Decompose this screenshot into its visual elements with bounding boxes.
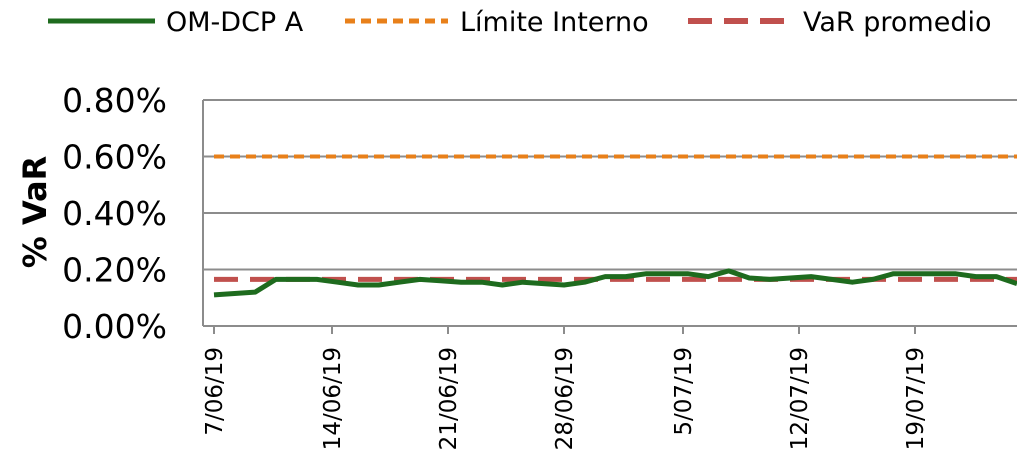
x-tick-label: 14/06/19 bbox=[320, 347, 346, 450]
y-tick-label: 0.20% bbox=[62, 251, 167, 290]
gridlines bbox=[203, 99, 1017, 271]
x-tick-label: 12/07/19 bbox=[787, 347, 813, 450]
x-tick-label: 5/07/19 bbox=[671, 347, 697, 436]
series-line-om-dcp-a bbox=[213, 268, 1017, 298]
y-tick-labels: 0.00% 0.20% 0.40% 0.60% 0.80% bbox=[62, 81, 167, 346]
legend-label: VaR promedio bbox=[803, 7, 992, 38]
y-tick-label: 0.80% bbox=[62, 81, 167, 120]
legend-label: Límite Interno bbox=[460, 7, 649, 38]
y-axis-label: % VaR bbox=[16, 156, 54, 268]
legend-label: OM-DCP A bbox=[166, 7, 304, 38]
x-tick-label: 7/06/19 bbox=[202, 347, 228, 436]
x-tick-labels: 7/06/19 14/06/19 21/06/19 28/06/19 5/07/19 12… bbox=[202, 326, 929, 450]
x-tick-label: 19/07/19 bbox=[903, 347, 929, 450]
y-tick-label: 0.00% bbox=[62, 307, 167, 346]
x-tick-label: 28/06/19 bbox=[552, 347, 578, 450]
series-lines bbox=[213, 154, 1017, 298]
axes bbox=[202, 100, 1017, 327]
legend: OM-DCP A Límite Interno VaR promedio bbox=[48, 7, 992, 38]
y-tick-label: 0.40% bbox=[62, 194, 167, 233]
x-tick-label: 21/06/19 bbox=[436, 347, 462, 450]
y-tick-label: 0.60% bbox=[62, 138, 167, 177]
